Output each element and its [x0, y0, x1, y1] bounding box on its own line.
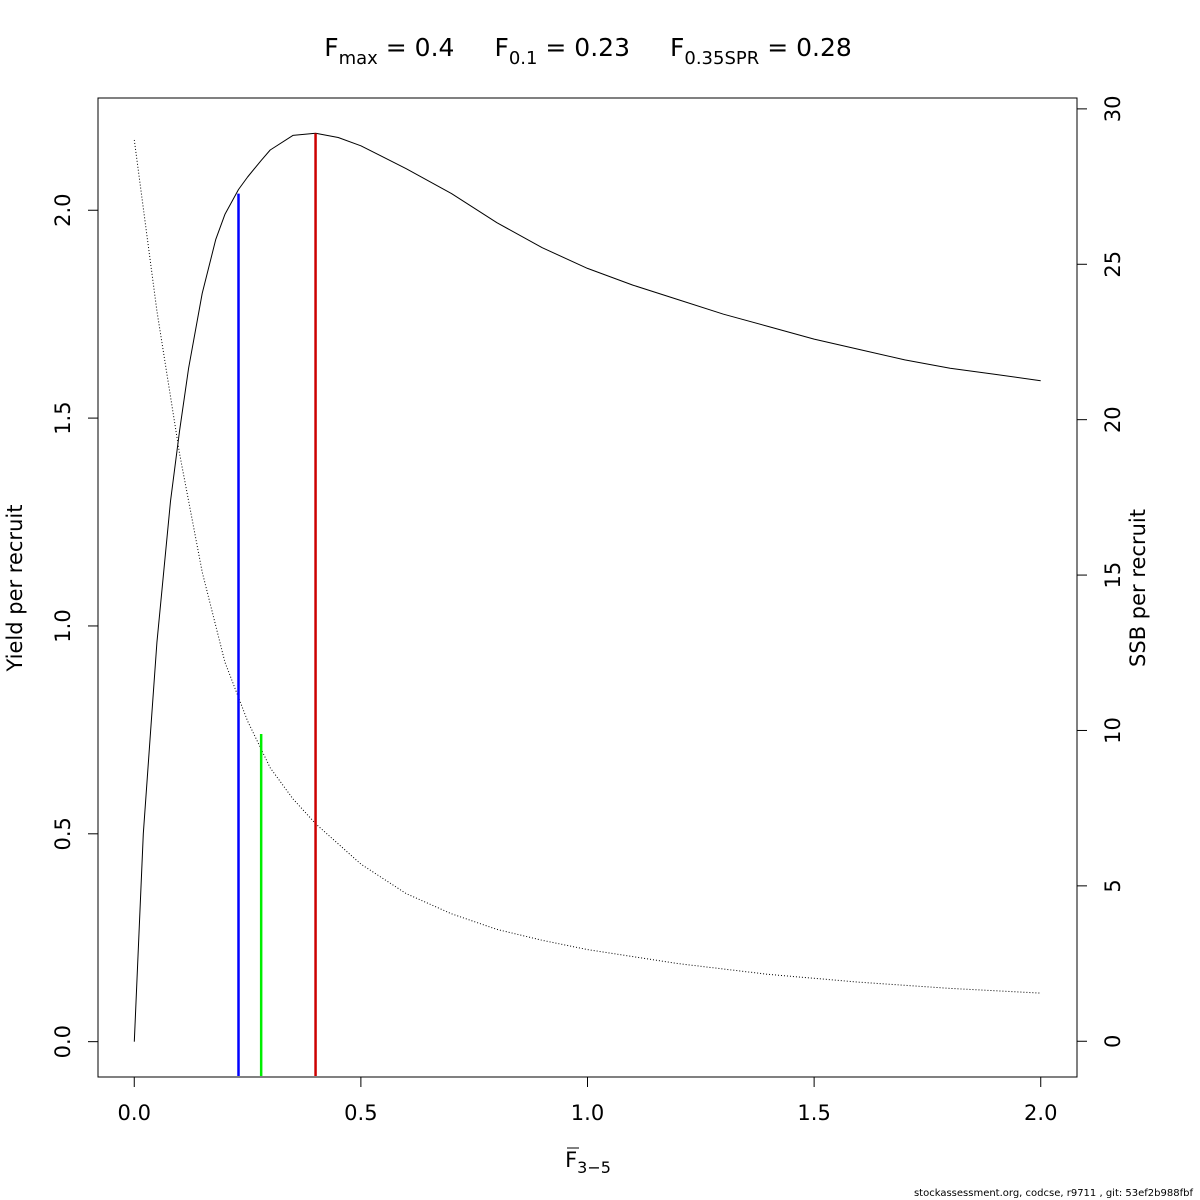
- y-right-tick-label: 20: [1101, 406, 1125, 433]
- footer-note: stockassessment.org, codcse, r9711 , git…: [914, 1188, 1194, 1199]
- title-part-2: F: [670, 33, 684, 62]
- y-left-tick-label: 2.0: [51, 193, 75, 226]
- title-part-0-sub: max: [339, 48, 379, 69]
- title-part-1-sub: 0.1: [509, 48, 538, 69]
- series-group: [133, 132, 1041, 1042]
- title-part-0-value: = 0.4: [378, 33, 455, 62]
- y-axis-left-title: Yield per recruit: [3, 505, 27, 673]
- x-axis-title: F3−5: [565, 1148, 611, 1177]
- y-right-tick-label: 5: [1101, 879, 1125, 892]
- x-tick-label: 1.5: [797, 1101, 830, 1125]
- title-part-1: F: [494, 33, 508, 62]
- title-part-0: F: [324, 33, 338, 62]
- x-tick-label: 0.0: [118, 1101, 151, 1125]
- y-left-tick-label: 1.5: [51, 401, 75, 434]
- y-right-tick-label: 0: [1101, 1035, 1125, 1048]
- title-part-2-sub: 0.35SPR: [684, 48, 759, 69]
- x-axis: 0.0 0.5 1.0 1.5 2.0: [118, 1076, 1057, 1125]
- y-right-tick-label: 30: [1101, 96, 1125, 123]
- y-right-tick-label: 15: [1101, 562, 1125, 589]
- chart-title: Fmax = 0.4 F0.1 = 0.23 F0.35SPR = 0.28: [324, 33, 852, 69]
- x-tick-label: 1.0: [571, 1101, 604, 1125]
- y-right-tick-label: 25: [1101, 251, 1125, 278]
- x-axis-title-sub: 3−5: [577, 1158, 611, 1177]
- yield-per-recruit-line: [133, 132, 1041, 1042]
- y-left-tick-label: 0.0: [51, 1025, 75, 1058]
- reference-lines: [237, 133, 317, 1076]
- y-right-tick-label: 10: [1101, 717, 1125, 744]
- y-axis-right: 0 5 10 15 20 25 30: [1076, 96, 1125, 1048]
- x-tick-label: 0.5: [344, 1101, 377, 1125]
- x-tick-label: 2.0: [1024, 1101, 1057, 1125]
- plot-frame: [97, 97, 1078, 1078]
- y-left-tick-label: 0.5: [51, 817, 75, 850]
- x-axis-title-main: F: [565, 1148, 577, 1172]
- y-axis-right-title: SSB per recruit: [1126, 509, 1150, 667]
- y-left-tick-label: 1.0: [51, 609, 75, 642]
- y-axis-left: 0.0 0.5 1.0 1.5 2.0: [51, 193, 98, 1058]
- title-part-2-value: = 0.28: [759, 33, 852, 62]
- title-part-1-value: = 0.23: [537, 33, 630, 62]
